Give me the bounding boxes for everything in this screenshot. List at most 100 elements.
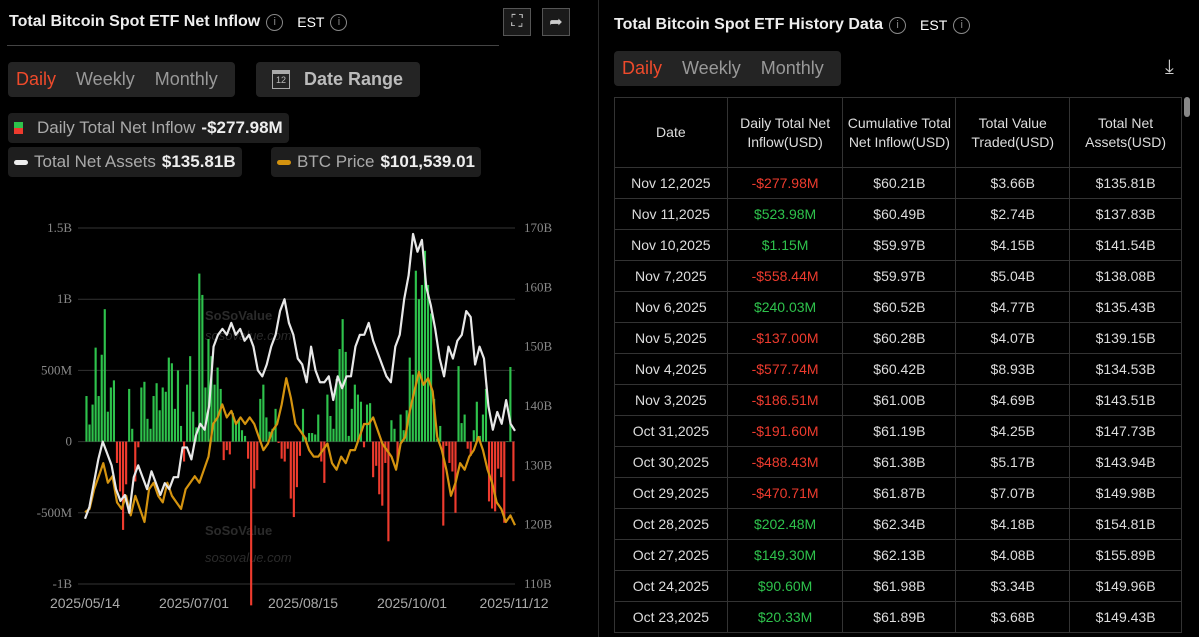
tab-weekly[interactable]: Weekly <box>682 58 741 78</box>
inflow-cell: $90.60M <box>727 570 844 602</box>
inflow-bar <box>329 415 332 442</box>
price-legend-swatch <box>277 159 291 165</box>
cumulative-cell: $61.19B <box>842 415 957 447</box>
history-data-panel: Total Bitcoin Spot ETF History Data i ES… <box>598 0 1199 637</box>
inflow-bar <box>182 441 186 462</box>
right-axis-tick: 120B <box>524 517 553 532</box>
inflow-bar <box>463 414 466 442</box>
inflow-bar <box>179 425 183 442</box>
net-inflow-panel: Total Bitcoin Spot ETF Net Inflow i EST … <box>0 0 590 637</box>
traded-cell: $4.69B <box>955 384 1071 416</box>
inflow-bar <box>189 356 192 442</box>
date-cell: Oct 30,2025 <box>614 446 728 478</box>
inflow-bar <box>439 425 442 442</box>
inflow-bar <box>454 441 457 513</box>
inflow-bar <box>207 339 210 442</box>
info-icon[interactable]: i <box>889 16 907 34</box>
table-row[interactable]: Nov 6,2025 $240.03M $60.52B $4.77B $135.43B <box>614 291 1182 323</box>
table-row[interactable]: Nov 10,2025 $1.15M $59.97B $4.15B $141.54B <box>614 229 1182 261</box>
table-row[interactable]: Oct 29,2025 -$470.71M $61.87B $7.07B $149.98… <box>614 477 1182 509</box>
legend-btc-price[interactable]: BTC Price $101,539.01 <box>271 147 482 177</box>
timezone-info-icon[interactable]: i <box>953 16 971 34</box>
inflow-bar <box>292 441 295 518</box>
inflow-bar <box>128 388 131 442</box>
date-cell: Nov 5,2025 <box>614 322 728 354</box>
table-row[interactable]: Oct 23,2025 $20.33M $61.89B $3.68B $149.43B <box>614 601 1182 633</box>
table-row[interactable]: Oct 28,2025 $202.48M $62.34B $4.18B $154.81B <box>614 508 1182 540</box>
right-axis-tick: 110B <box>524 576 552 591</box>
table-row[interactable]: Oct 31,2025 -$191.60M $61.19B $4.25B $147.73… <box>614 415 1182 447</box>
tab-monthly[interactable]: Monthly <box>154 69 218 89</box>
traded-cell: $4.18B <box>955 508 1071 540</box>
right-axis-tick: 160B <box>524 279 553 294</box>
traded-cell: $8.93B <box>955 353 1071 385</box>
tab-daily[interactable]: Daily <box>16 69 57 89</box>
left-axis-tick: 0 <box>66 434 73 449</box>
table-scrollbar[interactable] <box>1184 97 1190 117</box>
inflow-bar <box>347 435 350 442</box>
svg-text:sosovalue.com: sosovalue.com <box>205 328 292 343</box>
tab-weekly[interactable]: Weekly <box>76 69 135 89</box>
inflow-bar <box>97 396 100 442</box>
fullscreen-icon[interactable]: ⛶ <box>503 8 531 36</box>
date-cell: Oct 31,2025 <box>614 415 728 447</box>
cumulative-cell: $59.97B <box>842 229 957 261</box>
legend-assets[interactable]: Total Net Assets $135.81B <box>8 147 242 177</box>
date-range-button[interactable]: 12 Date Range <box>256 62 420 97</box>
period-tabs: Daily Weekly Monthly <box>8 62 235 97</box>
timezone-info-icon[interactable]: i <box>330 13 348 31</box>
table-row[interactable]: Nov 5,2025 -$137.00M $60.28B $4.07B $139.15B <box>614 322 1182 354</box>
download-icon[interactable]: ⤓ <box>1165 56 1174 78</box>
inflow-bar <box>387 441 390 542</box>
table-row[interactable]: Nov 4,2025 -$577.74M $60.42B $8.93B $134.53B <box>614 353 1182 385</box>
date-cell: Oct 23,2025 <box>614 601 728 633</box>
inflow-bar <box>506 441 509 442</box>
x-axis-tick: 2025/11/12 <box>479 595 548 611</box>
inflow-bar <box>451 441 454 472</box>
inflow-bar <box>265 417 268 442</box>
date-cell: Nov 11,2025 <box>614 198 728 230</box>
assets-cell: $149.96B <box>1069 570 1182 602</box>
inflow-bar <box>375 441 378 466</box>
table-row[interactable]: Nov 3,2025 -$186.51M $61.00B $4.69B $143.51B <box>614 384 1182 416</box>
assets-cell: $138.08B <box>1069 260 1182 292</box>
inflow-bar <box>298 441 302 456</box>
inflow-bar <box>143 381 146 442</box>
inflow-cell: $240.03M <box>727 291 844 323</box>
tab-daily[interactable]: Daily <box>622 58 663 78</box>
inflow-bar <box>118 441 122 492</box>
assets-legend-value: $135.81B <box>161 152 236 171</box>
assets-cell: $149.98B <box>1069 477 1182 509</box>
tab-monthly[interactable]: Monthly <box>760 58 824 78</box>
inflow-bar <box>381 441 384 506</box>
watermark: SoSoValue sosovalue.com SoSoValue sosova… <box>205 308 292 565</box>
inflow-bar <box>475 401 478 442</box>
assets-cell: $139.15B <box>1069 322 1182 354</box>
inflow-bar <box>268 431 271 442</box>
inflow-bar <box>481 414 485 442</box>
inflow-bar <box>390 420 393 442</box>
cumulative-cell: $59.97B <box>842 260 957 292</box>
inflow-bar <box>149 428 152 442</box>
table-row[interactable]: Nov 11,2025 $523.98M $60.49B $2.74B $137.83B <box>614 198 1182 230</box>
legend-inflow[interactable]: Daily Total Net Inflow -$277.98M <box>8 113 289 143</box>
traded-cell: $5.17B <box>955 446 1071 478</box>
assets-cell: $155.89B <box>1069 539 1182 571</box>
inflow-bar <box>192 411 195 442</box>
table-row[interactable]: Oct 24,2025 $90.60M $61.98B $3.34B $149.96B <box>614 570 1182 602</box>
inflow-bar <box>240 430 244 442</box>
share-icon[interactable]: ➦ <box>542 8 570 36</box>
inflow-bar <box>225 441 228 451</box>
table-row[interactable]: Nov 7,2025 -$558.44M $59.97B $5.04B $138.08B <box>614 260 1182 292</box>
table-row[interactable]: Oct 30,2025 -$488.43M $61.38B $5.17B $143.94… <box>614 446 1182 478</box>
table-row[interactable]: Nov 12,2025 -$277.98M $60.21B $3.66B $135.81… <box>614 167 1182 199</box>
inflow-bar <box>494 441 497 512</box>
cumulative-cell: $60.28B <box>842 322 957 354</box>
table-title: Total Bitcoin Spot ETF History Data <box>614 16 884 33</box>
inflow-cell: $20.33M <box>727 601 844 633</box>
inflow-bar <box>384 441 387 463</box>
inflow-bar <box>91 404 94 442</box>
right-axis-tick: 150B <box>524 339 553 354</box>
table-row[interactable]: Oct 27,2025 $149.30M $62.13B $4.08B $155.89B <box>614 539 1182 571</box>
info-icon[interactable]: i <box>266 13 284 31</box>
